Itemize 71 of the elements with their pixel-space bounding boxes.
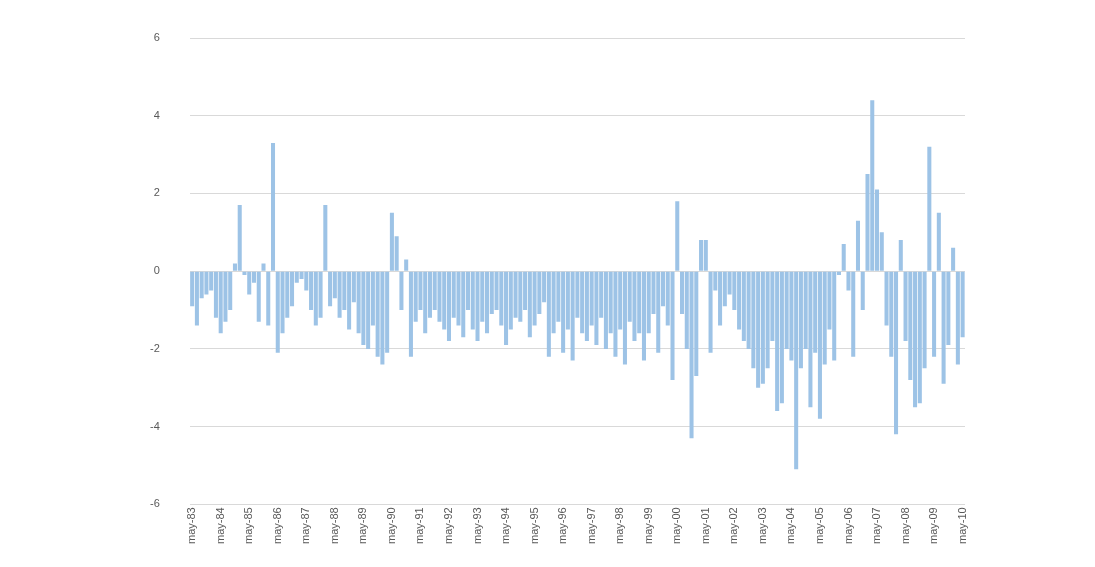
bar [951, 247, 956, 271]
bar [860, 271, 865, 311]
y-tick-label: 6 [153, 31, 160, 44]
x-tick-label: may-95 [527, 507, 540, 545]
x-tick-label: may-99 [641, 507, 654, 545]
bar [855, 220, 861, 271]
bar [256, 271, 261, 322]
x-tick-label: may-88 [327, 507, 340, 545]
bar [613, 271, 618, 357]
x-tick-label: may-87 [299, 507, 312, 545]
bar [237, 205, 242, 271]
bar [261, 263, 266, 271]
x-tick-label: may-91 [413, 507, 426, 545]
bar [594, 271, 599, 345]
x-tick-label: may-94 [499, 507, 512, 545]
x-tick-label: may-97 [584, 507, 597, 545]
x-tick-label: may-84 [213, 507, 226, 545]
bar [936, 212, 941, 271]
bar [632, 271, 637, 342]
bar [218, 271, 223, 334]
bar [689, 271, 694, 439]
x-tick-label: may-02 [727, 507, 740, 545]
bar [841, 243, 846, 271]
x-tick-label: may-04 [784, 507, 797, 545]
x-tick-label: may-85 [242, 507, 255, 545]
bar [808, 271, 813, 408]
x-tick-label: may-05 [812, 507, 825, 545]
y-tick-label: 0 [153, 264, 160, 277]
bar [898, 240, 903, 271]
y-tick-label: 2 [153, 186, 160, 199]
x-tick-label: may-08 [898, 507, 911, 545]
bar [708, 271, 713, 353]
x-tick-label: may-07 [870, 507, 883, 545]
bar [932, 271, 937, 357]
y-tick-label: 4 [153, 108, 160, 121]
bar [323, 205, 328, 271]
x-tick-label: may-90 [384, 507, 397, 545]
x-tick-label: may-89 [356, 507, 369, 545]
bar [361, 271, 366, 345]
bar [675, 201, 680, 271]
bar [570, 271, 575, 361]
bar [328, 271, 333, 307]
bar [941, 271, 946, 384]
y-tick-label: -2 [150, 341, 160, 354]
x-tick-label: may-83 [185, 507, 198, 545]
bar [270, 142, 276, 271]
bar [927, 146, 932, 271]
bar [266, 271, 271, 326]
bar [475, 271, 480, 342]
bar [380, 271, 385, 365]
x-tick-label: may-93 [470, 507, 483, 545]
x-tick-label: may-86 [270, 507, 283, 545]
bar [703, 240, 708, 271]
bar [204, 271, 209, 295]
y-tick-label: -4 [150, 419, 160, 432]
x-tick-label: may-06 [841, 507, 854, 545]
bar [699, 240, 704, 271]
x-tick-label: may-92 [442, 507, 455, 545]
x-tick-label: may-96 [556, 507, 569, 545]
x-tick-label: may-03 [755, 507, 768, 545]
x-tick-label: may-98 [613, 507, 626, 545]
bar [670, 271, 675, 380]
bar [399, 271, 404, 311]
bar [337, 271, 342, 318]
x-tick-label: may-10 [955, 507, 968, 545]
bar [518, 271, 523, 322]
bar [404, 259, 409, 271]
y-tick-label: -6 [150, 497, 160, 510]
x-tick-label: may-00 [670, 507, 683, 545]
x-tick-label: may-01 [698, 507, 711, 545]
x-tick-label: may-09 [927, 507, 940, 545]
